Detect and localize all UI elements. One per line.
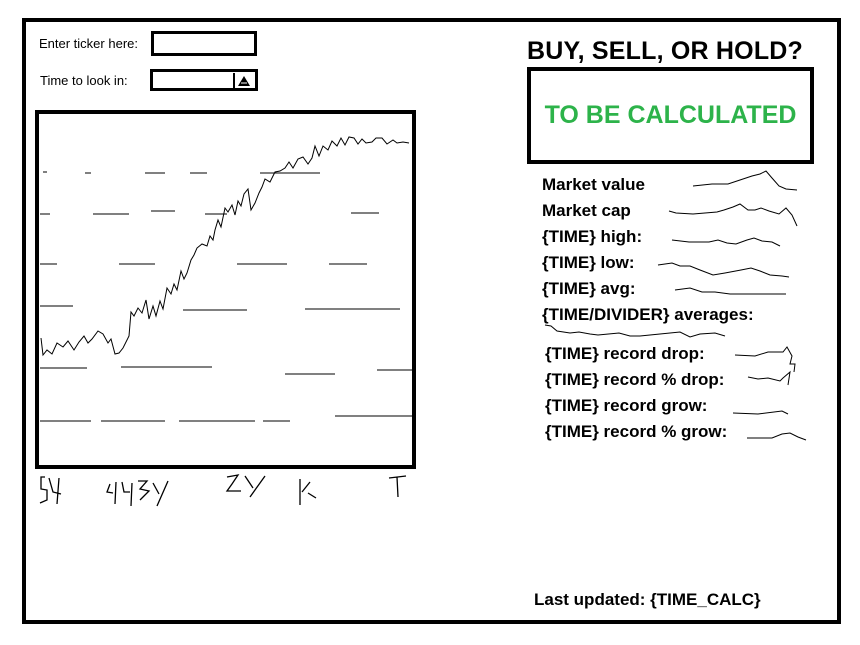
dropdown-button[interactable]: [233, 73, 253, 89]
sparkline-record-drop: [734, 346, 796, 373]
stat-record-grow: {TIME} record grow:: [545, 396, 708, 415]
chart-border: [35, 110, 416, 469]
stat-record-pct-grow: {TIME} record % grow:: [545, 422, 728, 441]
verdict-question: BUY, SELL, OR HOLD?: [527, 37, 804, 65]
time-select[interactable]: [150, 69, 258, 91]
stat-high: {TIME} high:: [542, 227, 643, 246]
stat-market-value: Market value: [542, 175, 645, 194]
stat-low: {TIME} low:: [542, 253, 635, 272]
price-line: [40, 136, 410, 357]
sparkline-record-grow: [732, 410, 789, 415]
ticker-label: Enter ticker here:: [39, 36, 138, 51]
stat-divider-averages: {TIME/DIVIDER} averages:: [542, 305, 754, 324]
verdict-result: TO BE CALCULATED: [544, 101, 797, 129]
sparkline-market-value: [692, 170, 798, 191]
last-updated: Last updated: {TIME_CALC}: [534, 590, 761, 609]
app-frame: [22, 18, 841, 624]
chart-gridlines: [40, 171, 414, 422]
x-tick-glyphs: [39, 474, 407, 507]
x-axis-labels: 5Y 4Y 3Y 2Y 1Y T: [39, 474, 407, 507]
ticker-input[interactable]: [151, 31, 257, 56]
price-chart: [35, 110, 416, 469]
stat-market-cap: Market cap: [542, 201, 631, 220]
stat-avg: {TIME} avg:: [542, 279, 636, 298]
sparkline-avg: [674, 287, 786, 295]
verdict-result-box: TO BE CALCULATED: [527, 67, 814, 164]
stat-record-pct-drop: {TIME} record % drop:: [545, 370, 725, 389]
sparkline-high: [671, 237, 781, 247]
stat-record-drop: {TIME} record drop:: [545, 344, 705, 363]
chevron-down-icon: [238, 75, 250, 86]
sparkline-record-pct-grow: [747, 432, 807, 441]
sparkline-divider-averages: [544, 324, 726, 338]
sparkline-market-cap: [668, 203, 798, 227]
sparkline-record-pct-drop: [747, 370, 791, 386]
time-label: Time to look in:: [40, 73, 128, 88]
sparkline-low: [657, 262, 790, 278]
